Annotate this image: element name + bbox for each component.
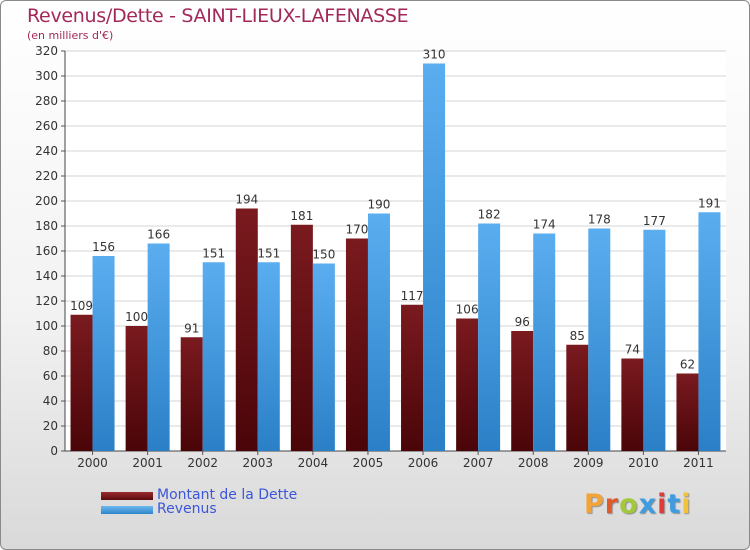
data-label-revenus: 150 bbox=[312, 248, 335, 262]
y-tick-label: 60 bbox=[43, 369, 58, 383]
data-label-revenus: 174 bbox=[533, 218, 556, 232]
logo-letter: o bbox=[619, 489, 639, 520]
data-label-revenus: 191 bbox=[698, 196, 721, 210]
data-label-dette: 181 bbox=[290, 209, 313, 223]
bar-dette bbox=[235, 208, 258, 451]
y-tick-label: 120 bbox=[35, 294, 58, 308]
y-tick-label: 280 bbox=[35, 94, 58, 108]
data-label-dette: 117 bbox=[401, 289, 424, 303]
data-label-revenus: 310 bbox=[423, 48, 446, 62]
bar-dette bbox=[70, 314, 93, 451]
data-label-revenus: 166 bbox=[147, 228, 170, 242]
y-tick-label: 180 bbox=[35, 219, 58, 233]
bar-revenus bbox=[423, 63, 446, 451]
logo-letter: x bbox=[638, 489, 658, 520]
bar-revenus bbox=[478, 223, 501, 451]
legend-label-revenus: Revenus bbox=[157, 501, 217, 517]
data-label-revenus: 156 bbox=[92, 240, 115, 254]
data-label-dette: 100 bbox=[125, 310, 148, 324]
y-tick-label: 40 bbox=[43, 394, 58, 408]
bar-revenus bbox=[367, 213, 390, 451]
legend-label-dette: Montant de la Dette bbox=[157, 487, 298, 503]
bar-revenus bbox=[643, 229, 666, 451]
bar-revenus bbox=[202, 262, 225, 451]
y-tick-label: 100 bbox=[35, 319, 58, 333]
data-label-dette: 74 bbox=[625, 343, 640, 357]
bar-revenus bbox=[147, 243, 170, 451]
x-tick-label: 2008 bbox=[518, 456, 549, 470]
x-tick-label: 2010 bbox=[628, 456, 659, 470]
x-tick-label: 2000 bbox=[77, 456, 108, 470]
bar-dette bbox=[401, 304, 424, 451]
data-label-dette: 170 bbox=[346, 223, 369, 237]
bar-revenus bbox=[588, 228, 611, 451]
bar-dette bbox=[345, 238, 368, 451]
logo-letter: P bbox=[584, 489, 605, 520]
bar-dette bbox=[180, 337, 203, 451]
bar-revenus bbox=[698, 212, 721, 451]
x-tick-label: 2002 bbox=[187, 456, 218, 470]
x-tick-label: 2009 bbox=[573, 456, 604, 470]
bar-revenus bbox=[257, 262, 280, 451]
logo-letter: i bbox=[657, 489, 668, 520]
data-label-dette: 62 bbox=[680, 358, 695, 372]
bar-dette bbox=[621, 358, 644, 451]
x-tick-label: 2003 bbox=[243, 456, 274, 470]
y-tick-label: 80 bbox=[43, 344, 58, 358]
y-tick-label: 220 bbox=[35, 169, 58, 183]
x-tick-label: 2005 bbox=[353, 456, 384, 470]
proxiti-logo: Proxiti bbox=[584, 489, 692, 520]
chart-title: Revenus/Dette - SAINT-LIEUX-LAFENASSE bbox=[27, 5, 409, 27]
data-label-dette: 106 bbox=[456, 303, 479, 317]
x-tick-label: 2004 bbox=[298, 456, 329, 470]
legend-swatch-revenus bbox=[101, 506, 153, 514]
x-tick-label: 2006 bbox=[408, 456, 439, 470]
bar-dette bbox=[290, 224, 313, 451]
y-tick-label: 300 bbox=[35, 69, 58, 83]
y-tick-label: 160 bbox=[35, 244, 58, 258]
y-tick-label: 0 bbox=[50, 444, 58, 458]
bar-revenus bbox=[533, 233, 556, 451]
y-tick-label: 20 bbox=[43, 419, 58, 433]
data-label-revenus: 178 bbox=[588, 213, 611, 227]
data-label-dette: 91 bbox=[184, 321, 199, 335]
bar-dette bbox=[456, 318, 479, 451]
y-tick-label: 240 bbox=[35, 144, 58, 158]
x-tick-label: 2001 bbox=[132, 456, 163, 470]
legend-swatch-dette bbox=[101, 492, 153, 500]
bar-revenus bbox=[92, 256, 115, 451]
data-label-dette: 96 bbox=[515, 315, 530, 329]
data-label-revenus: 190 bbox=[368, 198, 391, 212]
bar-dette bbox=[566, 344, 589, 451]
logo-letter: i bbox=[681, 489, 692, 520]
x-tick-label: 2011 bbox=[683, 456, 714, 470]
bar-dette bbox=[125, 326, 148, 451]
y-tick-label: 260 bbox=[35, 119, 58, 133]
bar-dette bbox=[511, 331, 534, 451]
data-label-dette: 85 bbox=[570, 329, 585, 343]
bar-revenus bbox=[312, 263, 335, 451]
y-tick-label: 140 bbox=[35, 269, 58, 283]
data-label-dette: 109 bbox=[70, 299, 93, 313]
data-label-revenus: 182 bbox=[478, 208, 501, 222]
logo-letter: t bbox=[667, 489, 682, 520]
data-label-revenus: 151 bbox=[202, 246, 225, 260]
data-label-revenus: 151 bbox=[257, 246, 280, 260]
x-tick-label: 2007 bbox=[463, 456, 494, 470]
logo-letter: r bbox=[604, 489, 620, 520]
data-label-dette: 194 bbox=[235, 193, 258, 207]
bar-dette bbox=[676, 373, 699, 451]
y-tick-label: 200 bbox=[35, 194, 58, 208]
data-label-revenus: 177 bbox=[643, 214, 666, 228]
y-tick-label: 320 bbox=[35, 44, 58, 58]
chart-subtitle: (en milliers d'€) bbox=[27, 29, 114, 42]
